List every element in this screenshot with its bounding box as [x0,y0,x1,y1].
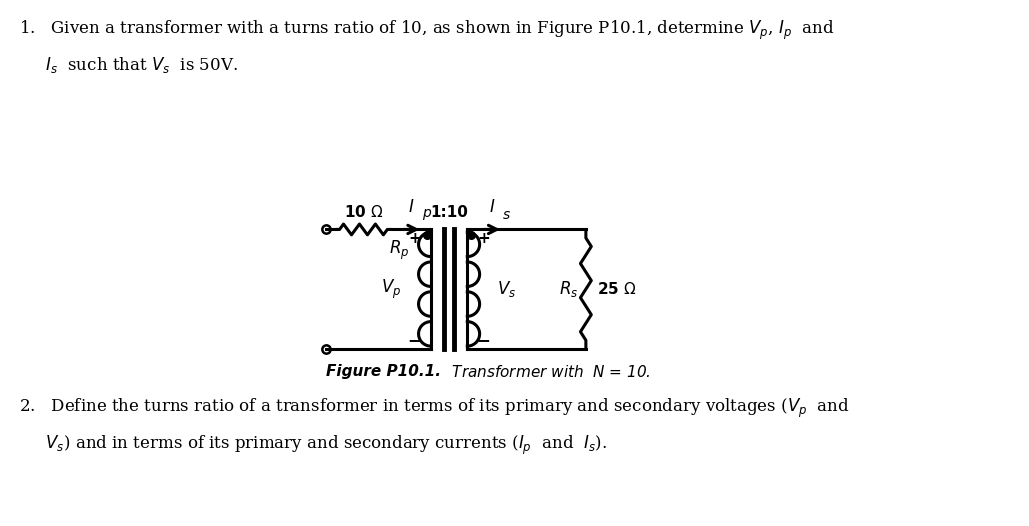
Text: +: + [409,231,421,246]
Text: −: − [407,331,422,349]
Text: $\mathit{I_s}$  such that $\mathit{V_s}$  is 50V.: $\mathit{I_s}$ such that $\mathit{V_s}$ … [19,55,238,75]
Text: 2.   Define the turns ratio of a transformer in terms of its primary and seconda: 2. Define the turns ratio of a transform… [19,397,849,420]
Text: $\mathbf{\mathit{V}}_{\mathbf{\mathit{s}}}$: $\mathbf{\mathit{V}}_{\mathbf{\mathit{s}… [497,279,517,299]
Text: $\mathbf{\mathit{V}}_{\mathbf{\mathit{p}}}$: $\mathbf{\mathit{V}}_{\mathbf{\mathit{p}… [381,278,401,301]
Text: $\mathbf{\mathit{R}}_{\mathbf{\mathit{p}}}$: $\mathbf{\mathit{R}}_{\mathbf{\mathit{p}… [389,239,410,262]
Text: −: − [476,331,491,349]
Text: $\mathbf{\mathit{R}}_{\mathbf{\mathit{s}}}$: $\mathbf{\mathit{R}}_{\mathbf{\mathit{s}… [559,279,578,299]
Text: $\mathit{V_s}$) and in terms of its primary and secondary currents ($\mathit{I_p: $\mathit{V_s}$) and in terms of its prim… [19,434,606,457]
Text: 1.   Given a transformer with a turns ratio of 10, as shown in Figure P10.1, det: 1. Given a transformer with a turns rati… [19,18,833,42]
Text: $\mathit{I}$: $\mathit{I}$ [409,198,415,216]
Text: 1:10: 1:10 [430,205,468,220]
Text: 10 $\Omega$: 10 $\Omega$ [344,204,383,220]
Text: $\mathit{s}$: $\mathit{s}$ [502,208,511,222]
Text: $\mathit{p}$: $\mathit{p}$ [422,207,432,222]
Text: Transformer with  $N$ = 10.: Transformer with $N$ = 10. [442,364,650,380]
Text: 25 $\Omega$: 25 $\Omega$ [597,281,636,297]
Text: +: + [477,231,490,246]
Text: $\mathit{I}$: $\mathit{I}$ [489,198,495,216]
Text: Figure P10.1.: Figure P10.1. [325,365,440,379]
